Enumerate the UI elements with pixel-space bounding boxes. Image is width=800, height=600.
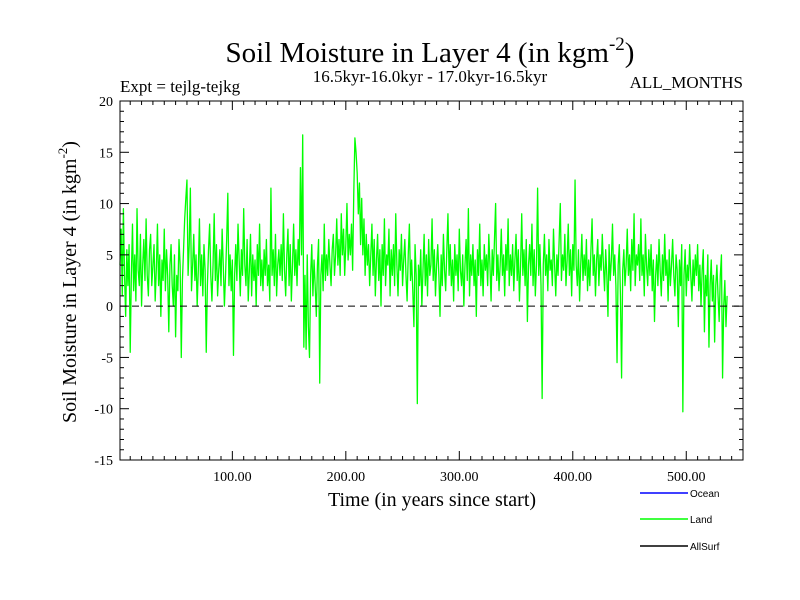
plot-frame xyxy=(119,100,744,461)
y-axis-label-main: Soil Moisture in Layer 4 (in kgm xyxy=(59,158,81,423)
y-tick-label: 0 xyxy=(106,300,113,315)
series-land-line xyxy=(119,134,728,413)
chart-title-close: ) xyxy=(625,37,635,69)
x-tick-label: 100.00 xyxy=(213,470,252,485)
x-tick-label: 200.00 xyxy=(327,470,366,485)
x-axis-label: Time (in years since start) xyxy=(328,489,536,511)
x-tick-label: 400.00 xyxy=(554,470,593,485)
y-tick-label: -10 xyxy=(94,403,113,418)
legend-land-label: Land xyxy=(690,515,712,526)
y-tick-label: -5 xyxy=(101,351,113,366)
y-tick-label: -15 xyxy=(94,454,113,469)
x-tick-label: 300.00 xyxy=(440,470,479,485)
y-axis-label: Soil Moisture in Layer 4 (in kgm-2) xyxy=(55,141,81,423)
plot-area: -15 -10 -5 0 5 10 15 20 100.00 200.00 300.00 400.00… xyxy=(94,95,744,485)
subtitle-center: 16.5kyr-16.0kyr - 17.0kyr-16.5kyr xyxy=(313,67,548,86)
y-tick-label: 20 xyxy=(99,95,113,110)
subtitle-right: ALL_MONTHS xyxy=(630,73,743,92)
legend: Ocean Land AllSurf xyxy=(640,489,720,553)
chart-title-main: Soil Moisture in Layer 4 (in kgm xyxy=(226,37,610,69)
y-tick-label: 5 xyxy=(106,249,113,264)
legend-allsurf-label: AllSurf xyxy=(690,542,720,553)
y-tick-label: 15 xyxy=(99,146,113,161)
legend-ocean-label: Ocean xyxy=(690,489,719,500)
y-axis-label-sup: -2 xyxy=(55,148,70,159)
chart-title-sup: -2 xyxy=(609,34,625,55)
chart-title: Soil Moisture in Layer 4 (in kgm-2) xyxy=(226,34,635,69)
subtitle-left: Expt = tejlg-tejkg xyxy=(120,77,241,96)
y-axis-label-close: ) xyxy=(59,141,81,148)
x-tick-label: 500.00 xyxy=(667,470,706,485)
y-tick-label: 10 xyxy=(99,198,113,213)
